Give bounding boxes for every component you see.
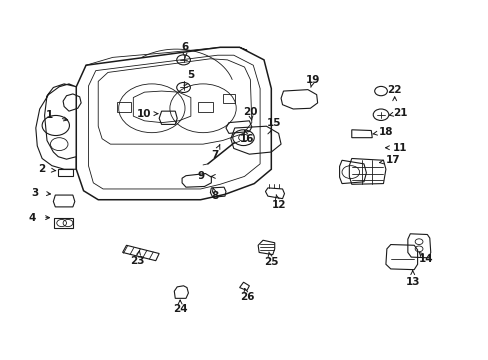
Text: 8: 8: [211, 191, 219, 201]
Text: 7: 7: [211, 150, 219, 160]
Text: 16: 16: [239, 134, 254, 144]
Text: 11: 11: [392, 143, 407, 153]
Text: 21: 21: [392, 108, 407, 118]
Text: 9: 9: [197, 171, 204, 181]
Text: 15: 15: [266, 118, 281, 128]
Text: 13: 13: [405, 277, 419, 287]
Text: 14: 14: [418, 254, 432, 264]
Text: 10: 10: [136, 109, 150, 119]
Text: 12: 12: [271, 200, 285, 210]
Text: 3: 3: [31, 188, 39, 198]
Text: 22: 22: [386, 85, 401, 95]
Text: 25: 25: [264, 257, 278, 267]
Text: 6: 6: [181, 42, 188, 52]
Text: 18: 18: [378, 127, 392, 136]
Text: 5: 5: [187, 70, 194, 80]
Text: 17: 17: [385, 155, 400, 165]
Text: 24: 24: [172, 304, 187, 314]
Text: 20: 20: [243, 107, 257, 117]
Text: 23: 23: [130, 256, 144, 266]
Text: 4: 4: [29, 213, 36, 222]
Text: 19: 19: [305, 75, 319, 85]
Text: 26: 26: [239, 292, 254, 302]
Text: 2: 2: [39, 164, 46, 174]
Text: 1: 1: [46, 111, 53, 121]
